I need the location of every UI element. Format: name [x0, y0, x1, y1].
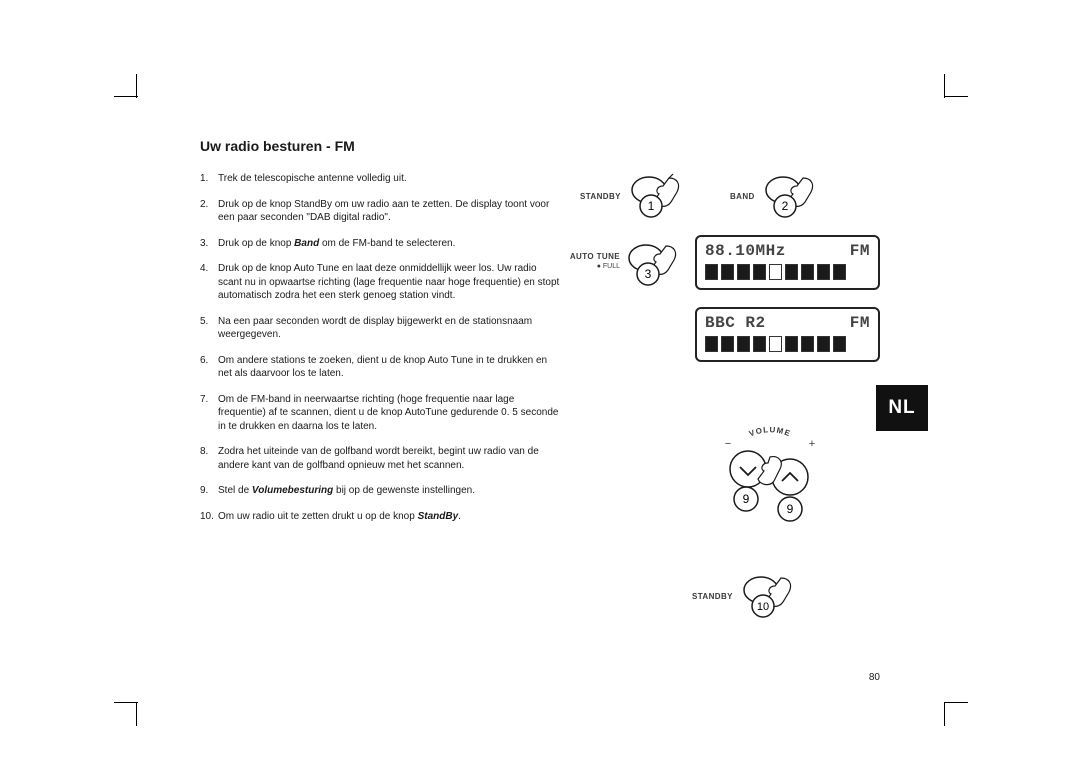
lcd1-mode: FM — [850, 243, 870, 259]
step-text: Druk op de knop Band om de FM-band te se… — [218, 237, 560, 251]
button-number: 10 — [757, 601, 769, 613]
crop-mark-bl — [118, 692, 148, 722]
language-tab: NL — [876, 385, 928, 431]
crop-mark-br — [934, 692, 964, 722]
step-num: 4. — [200, 262, 218, 303]
step-text: Druk op de knop StandBy om uw radio aan … — [218, 198, 560, 225]
label-autotune: AUTO TUNE — [560, 252, 620, 261]
label-standby: STANDBY — [580, 192, 621, 201]
step-text: Om andere stations te zoeken, dient u de… — [218, 354, 560, 381]
label-band: BAND — [730, 192, 755, 201]
lcd1-signal-blocks — [705, 264, 870, 280]
lcd-display-1: 88.10MHz FM — [695, 235, 880, 290]
crop-mark-tr — [934, 78, 964, 108]
label-standby-2: STANDBY — [692, 592, 733, 601]
svg-text:VOLUME: VOLUME — [748, 427, 792, 439]
button-3-graphic: 3 — [624, 240, 680, 288]
instruction-column: 1.Trek de telescopische antenne volledig… — [200, 172, 560, 535]
svg-text:9: 9 — [787, 502, 794, 516]
step-num: 10. — [200, 510, 218, 524]
step-num: 2. — [200, 198, 218, 225]
figure-column: STANDBY 1 BAND — [580, 172, 880, 535]
volume-control-graphic: VOLUME − + — [710, 427, 830, 527]
step-num: 1. — [200, 172, 218, 186]
manual-page-sheet: NL Uw radio besturen - FM 1.Trek de tele… — [0, 0, 1080, 763]
button-number: 2 — [781, 199, 788, 213]
step-text: Om uw radio uit te zetten drukt u op de … — [218, 510, 560, 524]
lcd-display-2: BBC R2 FM — [695, 307, 880, 362]
svg-text:−: − — [725, 438, 731, 450]
label-full: FULL — [603, 263, 620, 270]
page-content: Uw radio besturen - FM 1.Trek de telesco… — [200, 138, 880, 683]
button-number: 1 — [648, 199, 655, 213]
step-text: Zodra het uiteinde van de golfband wordt… — [218, 445, 560, 472]
button-10-graphic: 10 — [739, 572, 795, 620]
svg-text:+: + — [809, 438, 815, 450]
language-code: NL — [888, 397, 915, 419]
svg-text:9: 9 — [743, 492, 750, 506]
button-1-graphic: 1 — [627, 172, 683, 220]
step-num: 7. — [200, 393, 218, 434]
step-text: Druk op de knop Auto Tune en laat deze o… — [218, 262, 560, 303]
step-num: 5. — [200, 315, 218, 342]
crop-mark-tl — [118, 78, 148, 108]
step-num: 3. — [200, 237, 218, 251]
step-text: Om de FM-band in neerwaartse richting (h… — [218, 393, 560, 434]
button-2-graphic: 2 — [761, 172, 817, 220]
lcd1-freq: 88.10MHz — [705, 243, 786, 259]
step-text: Trek de telescopische antenne volledig u… — [218, 172, 560, 186]
page-title: Uw radio besturen - FM — [200, 138, 880, 154]
step-num: 8. — [200, 445, 218, 472]
button-number: 3 — [645, 267, 652, 281]
step-text: Stel de Volumebesturing bij op de gewens… — [218, 484, 560, 498]
step-num: 9. — [200, 484, 218, 498]
step-num: 6. — [200, 354, 218, 381]
lcd2-signal-blocks — [705, 336, 870, 352]
lcd2-mode: FM — [850, 315, 870, 331]
step-text: Na een paar seconden wordt de display bi… — [218, 315, 560, 342]
page-number: 80 — [869, 672, 880, 683]
lcd2-station: BBC R2 — [705, 315, 766, 331]
